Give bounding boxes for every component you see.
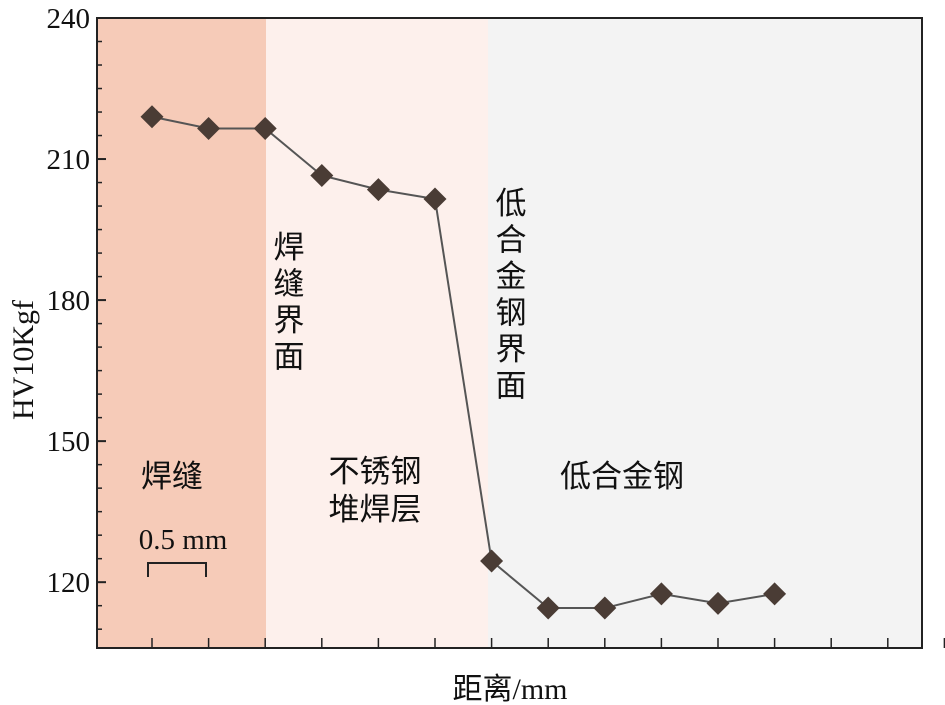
data-point-marker — [253, 116, 277, 140]
interface-label-char: 面 — [496, 369, 527, 405]
interface-label-char: 缝 — [274, 267, 305, 303]
region-backgrounds — [97, 18, 922, 648]
y-axis-title: HV10Kgf — [7, 300, 40, 420]
region-label-weld: 焊缝 — [141, 459, 203, 495]
data-point-marker — [593, 596, 617, 620]
interface-label-char: 钢 — [496, 296, 527, 332]
interface-label-char: 合 — [496, 223, 527, 259]
y-tick-label: 180 — [47, 285, 91, 317]
data-point-marker — [423, 187, 447, 211]
plot-frame — [96, 17, 923, 649]
y-tick-label: 240 — [47, 3, 91, 35]
data-point-marker — [197, 116, 221, 140]
interface-label-char: 低 — [496, 186, 527, 222]
y-tick-label: 120 — [47, 567, 91, 599]
data-point-marker — [310, 164, 334, 187]
scale-bar-label: 0.5 mm — [139, 524, 228, 556]
data-point-marker — [536, 596, 560, 620]
region-label-cladding: 堆焊层 — [329, 492, 422, 528]
interface-label-char: 面 — [274, 340, 305, 376]
data-point-marker — [763, 582, 787, 606]
data-series — [140, 105, 787, 620]
interface-label-char: 界 — [274, 303, 305, 339]
interface-label-char: 焊 — [274, 230, 305, 266]
axes: 120 150 180 210 240 距离/mm HV10Kgf — [7, 3, 945, 705]
region-label-cladding: 不锈钢 — [329, 454, 422, 490]
data-point-marker — [366, 178, 390, 202]
data-point-marker — [140, 105, 164, 129]
x-axis-title: 距离/mm — [452, 673, 567, 705]
region-label-low-alloy: 低合金钢 — [560, 459, 684, 495]
data-point-marker — [706, 591, 730, 615]
interface-label-char: 金 — [496, 259, 527, 295]
region-band — [266, 18, 488, 648]
data-point-marker — [649, 582, 673, 606]
y-tick-label: 150 — [47, 426, 91, 458]
data-point-marker — [480, 549, 504, 573]
scale-bar — [147, 562, 207, 577]
region-band — [488, 18, 922, 648]
interface-label-char: 界 — [496, 332, 527, 368]
y-tick-label: 210 — [47, 144, 91, 176]
